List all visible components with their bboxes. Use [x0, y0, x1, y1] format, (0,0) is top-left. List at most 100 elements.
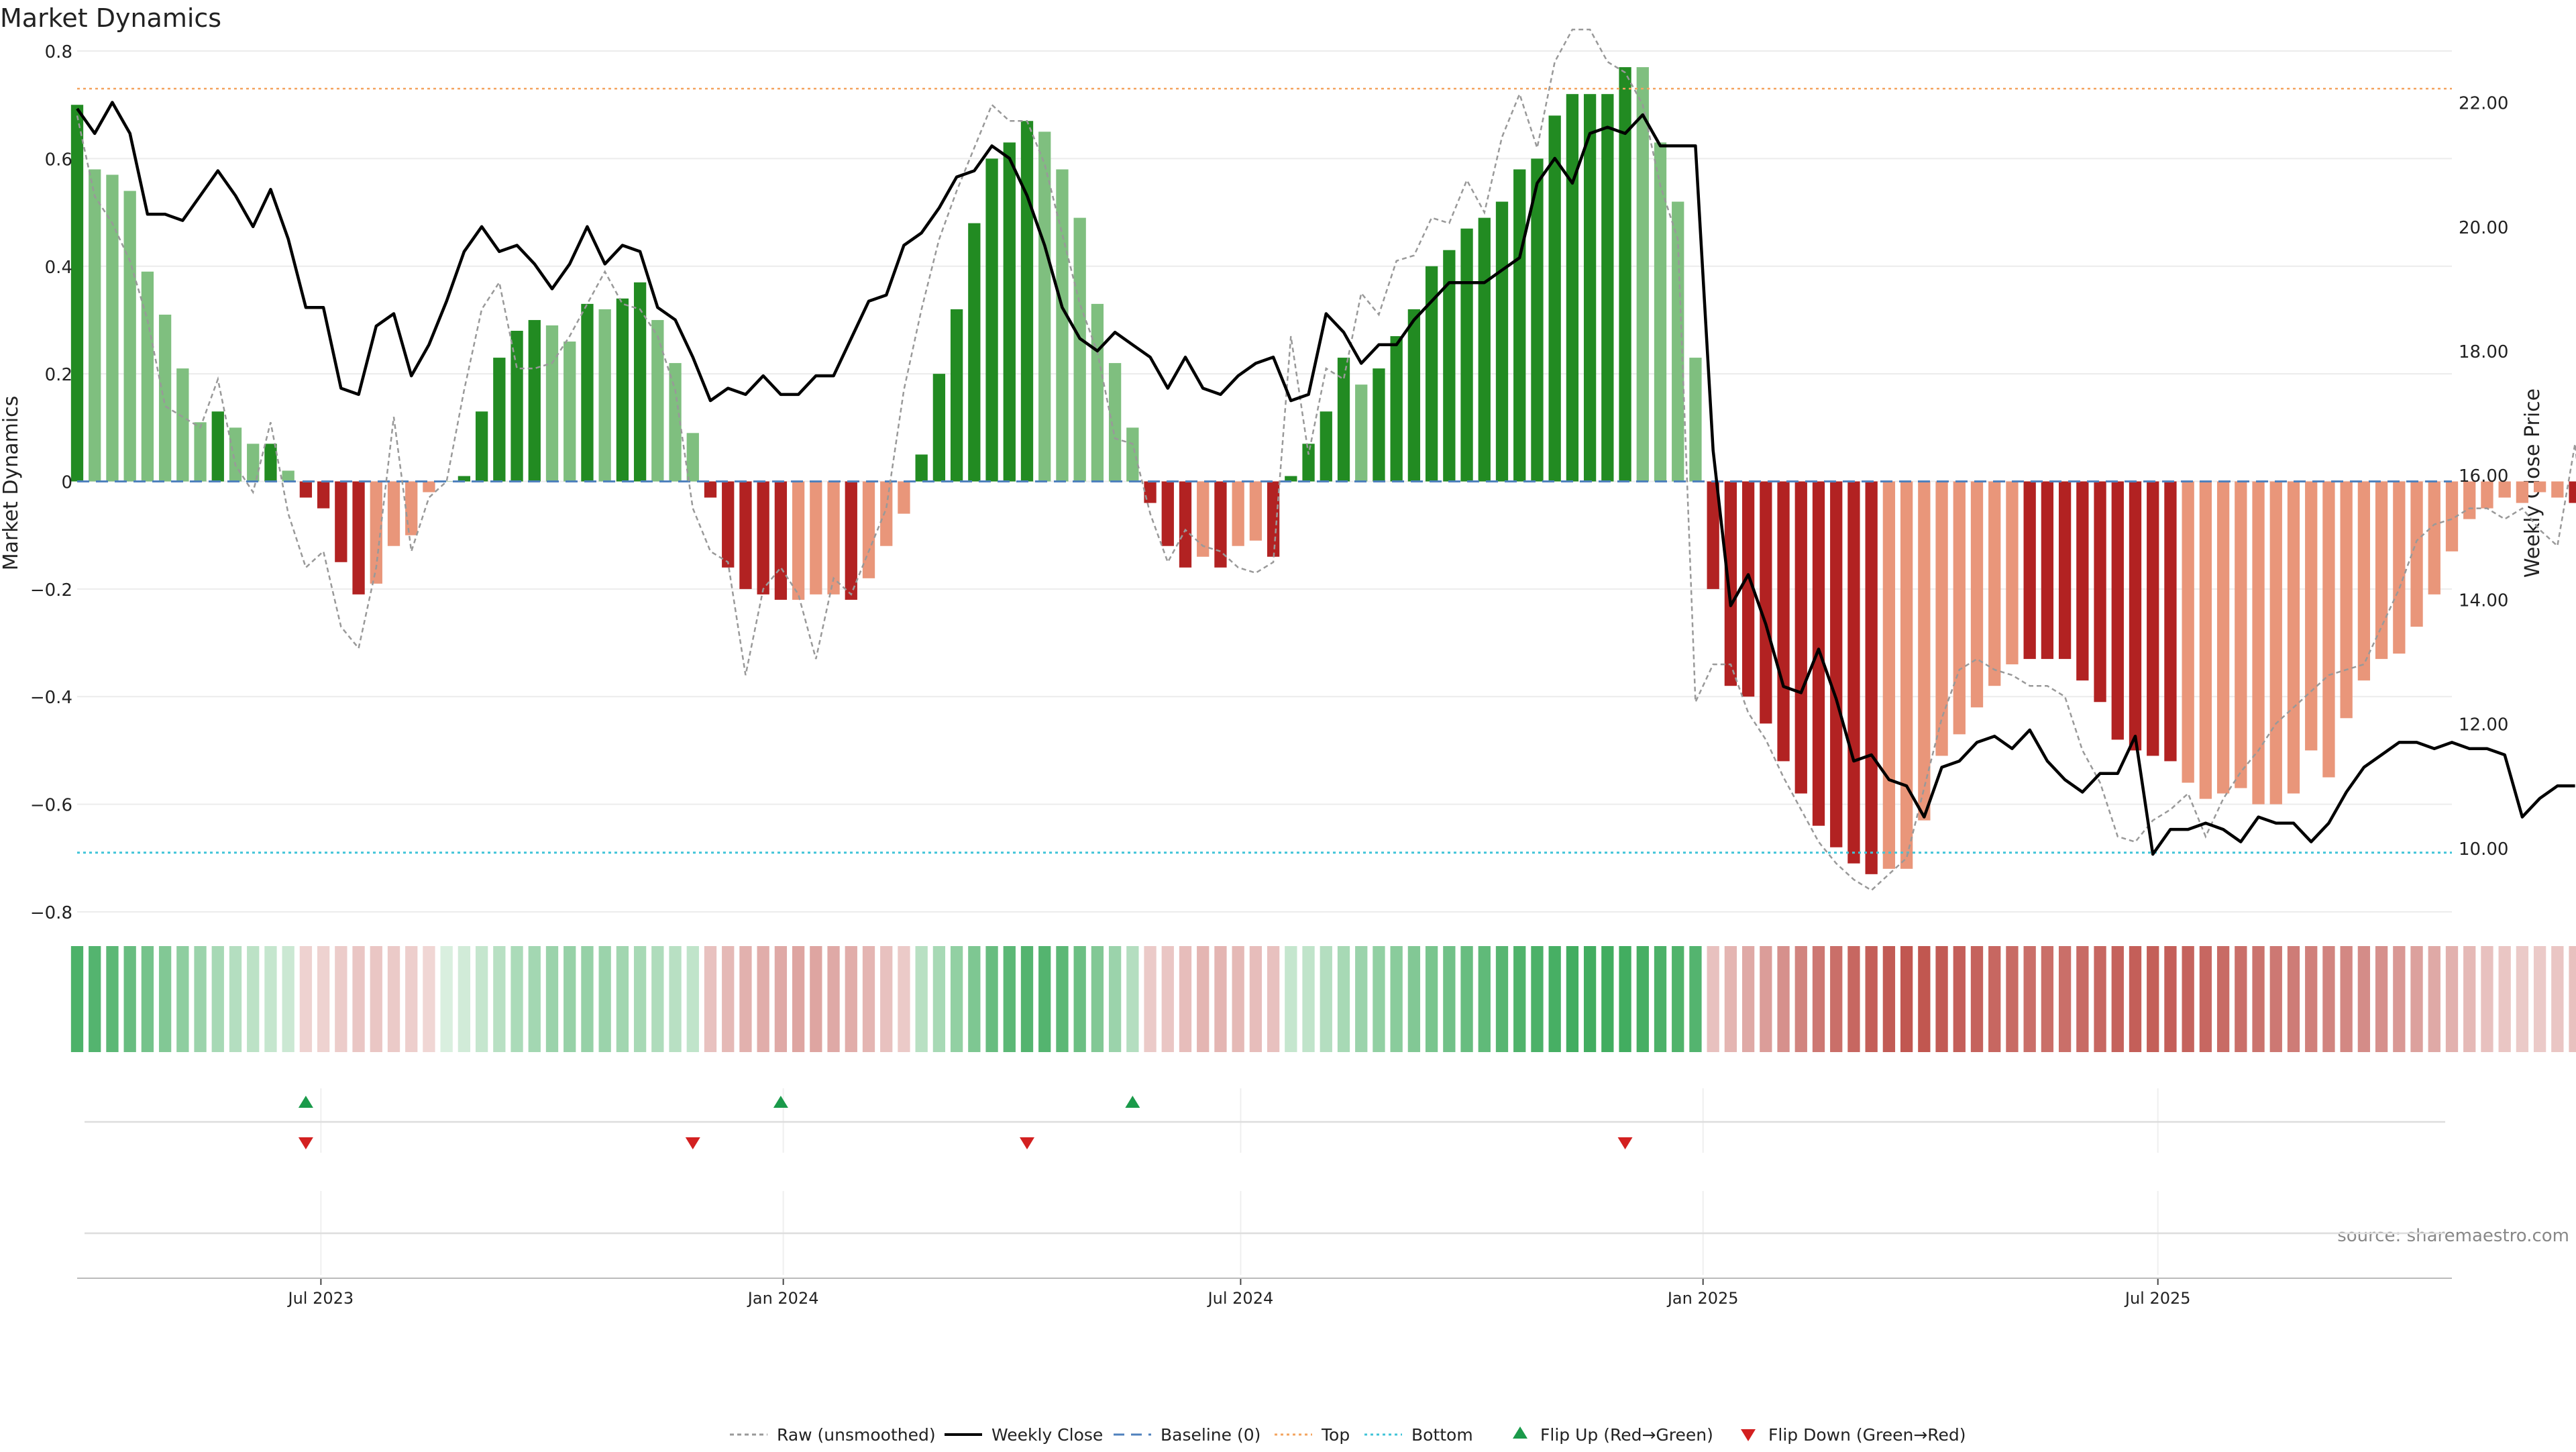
heat-cell	[1214, 946, 1227, 1052]
heat-cell	[827, 946, 840, 1052]
bar	[1794, 481, 1807, 794]
heat-cell	[2322, 946, 2335, 1052]
bar	[1108, 363, 1122, 482]
heat-cell	[2216, 946, 2230, 1052]
bar	[2393, 481, 2406, 654]
heat-cell	[2445, 946, 2459, 1052]
source-text: source: sharemaestro.com	[2337, 1226, 2569, 1246]
bar	[2111, 481, 2124, 740]
bar	[511, 330, 523, 482]
bar	[1390, 336, 1403, 482]
heat-cell	[739, 946, 752, 1052]
heat-cell	[669, 946, 682, 1052]
bar	[669, 363, 682, 482]
heat-cell	[1724, 946, 1737, 1052]
bar	[1707, 481, 1719, 589]
bar	[2481, 481, 2493, 509]
heat-cell	[1760, 946, 1772, 1052]
y2-tick-label: 18.00	[2459, 342, 2508, 362]
bar	[1513, 169, 1526, 482]
y-tick-label: 0.2	[45, 365, 72, 385]
heat-cell	[352, 946, 365, 1052]
bar	[247, 444, 260, 482]
heat-cell	[1654, 946, 1667, 1052]
bar	[1566, 94, 1579, 482]
heat-cell	[2129, 946, 2142, 1052]
bar	[2322, 481, 2335, 778]
heat-cell	[1566, 946, 1579, 1052]
bar	[123, 191, 136, 482]
bar	[2094, 481, 2106, 703]
bar	[2516, 481, 2529, 503]
heat-cell	[1073, 946, 1086, 1052]
bar	[968, 223, 981, 482]
bar	[2410, 481, 2423, 627]
y2-tick-label: 22.00	[2459, 94, 2508, 114]
bar	[2463, 481, 2476, 519]
bar	[2147, 481, 2159, 756]
bar	[1355, 384, 1368, 482]
bar	[686, 433, 699, 482]
bar	[1020, 121, 1034, 482]
legend-label-flip_up: Flip Up (Red→Green)	[1540, 1425, 1713, 1445]
heat-cell	[2287, 946, 2300, 1052]
heat-cell	[141, 946, 154, 1052]
y2-tick-label: 20.00	[2459, 218, 2508, 238]
bar	[985, 158, 998, 482]
bar	[598, 309, 611, 482]
heat-cell	[774, 946, 788, 1052]
heat-cell	[1689, 946, 1702, 1052]
heat-cell	[2111, 946, 2124, 1052]
x-tick-label: Jan 2025	[1666, 1289, 1739, 1308]
heat-cell	[2481, 946, 2493, 1052]
bar	[1038, 132, 1051, 482]
heat-cell	[651, 946, 664, 1052]
bar	[845, 481, 857, 600]
heat-cell	[598, 946, 611, 1052]
bar	[1197, 481, 1210, 557]
bar	[1425, 266, 1438, 482]
legend-label-raw: Raw (unsmoothed)	[777, 1425, 936, 1445]
bar	[1988, 481, 2001, 686]
bar	[1636, 67, 1649, 482]
heat-cell	[985, 946, 998, 1052]
heat-cell	[1812, 946, 1825, 1052]
heat-cell	[722, 946, 735, 1052]
x-tick-label: Jul 2023	[287, 1289, 354, 1308]
heat-cell	[387, 946, 400, 1052]
flip-up-marker	[298, 1096, 313, 1108]
heat-cell	[1285, 946, 1297, 1052]
bar	[792, 481, 805, 600]
heat-cell	[2058, 946, 2072, 1052]
bar	[352, 481, 365, 594]
bar	[1847, 481, 1860, 864]
heat-cell	[1478, 946, 1491, 1052]
heat-cell	[1144, 946, 1157, 1052]
heat-cell	[176, 946, 189, 1052]
heat-cell	[1232, 946, 1244, 1052]
bar	[950, 309, 963, 482]
bar	[1900, 481, 1913, 869]
heat-cell	[2182, 946, 2194, 1052]
y2-axis-ticks: 22.00 20.00 18.00 16.00 14.00 12.00 10.00	[2459, 94, 2508, 860]
bar	[827, 481, 840, 594]
y-tick-label: 0.6	[45, 150, 72, 170]
bar	[1970, 481, 1984, 708]
heat-cell	[1267, 946, 1280, 1052]
heat-cell	[89, 946, 101, 1052]
bar	[2252, 481, 2265, 805]
heat-cell	[757, 946, 769, 1052]
bar	[1760, 481, 1772, 724]
heat-cell	[493, 946, 506, 1052]
bar	[2199, 481, 2212, 799]
heat-cell	[2147, 946, 2159, 1052]
heat-cell	[229, 946, 242, 1052]
flip-up-marker	[773, 1096, 788, 1108]
heat-cell	[1390, 946, 1403, 1052]
heat-cell	[2252, 946, 2265, 1052]
heat-cell	[106, 946, 119, 1052]
heat-cell	[511, 946, 523, 1052]
heat-cell	[2094, 946, 2106, 1052]
bar	[1003, 142, 1016, 482]
